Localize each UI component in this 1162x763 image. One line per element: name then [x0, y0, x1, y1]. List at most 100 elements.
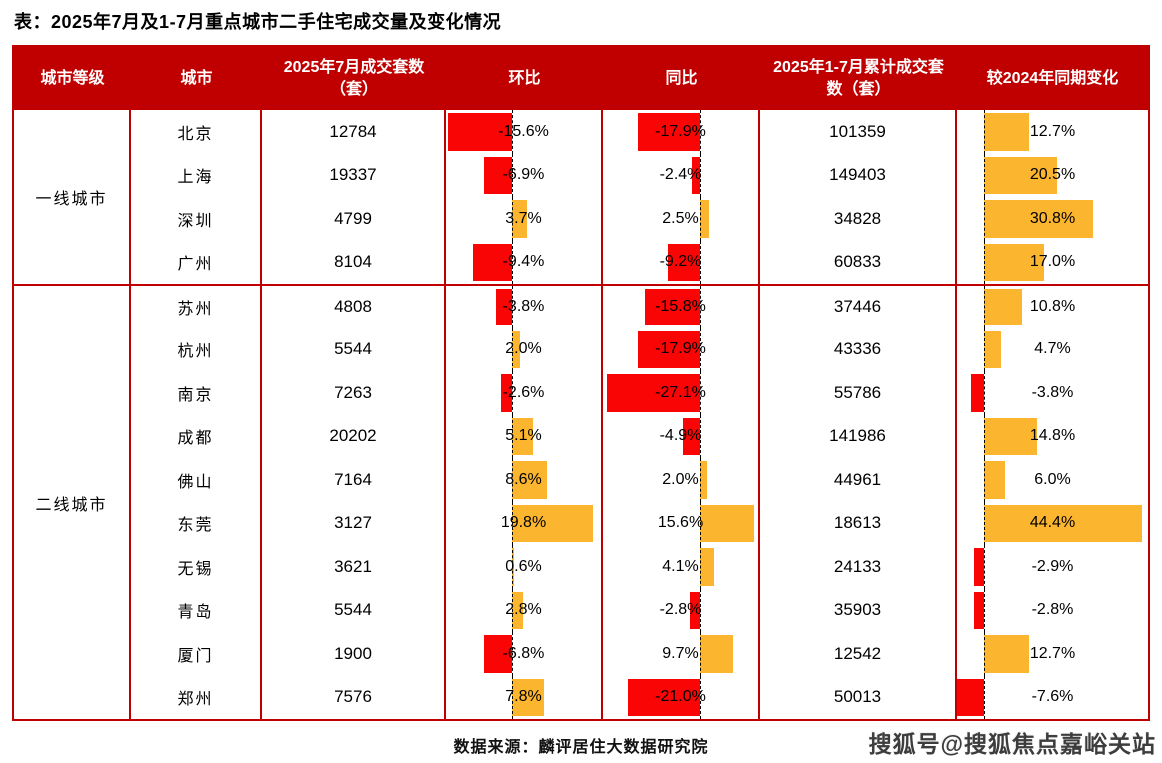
yoy-change-cell: -9.2% [603, 240, 760, 284]
city-cell: 青岛 [131, 588, 262, 632]
jul-sales-cell: 12784 [262, 110, 446, 154]
positive-bar [512, 200, 528, 238]
zero-axis-line [700, 588, 701, 632]
mom-change-cell: -15.6% [446, 110, 603, 154]
housing-data-table: 城市等级 城市 2025年7月成交套数（套） 环比 同比 2025年1-7月累计… [12, 45, 1150, 721]
zero-axis-line [512, 545, 513, 589]
positive-bar [512, 461, 548, 499]
cum-sales-cell: 34828 [760, 197, 957, 241]
tier-cell-1: 一线城市 [14, 110, 131, 284]
page-title: 表：2025年7月及1-7月重点城市二手住宅成交量及变化情况 [14, 12, 502, 32]
vs-2024-cell-label: 12.7% [1029, 644, 1076, 662]
vs-2024-cell-label: 10.8% [1029, 297, 1076, 315]
vs-2024-cell: 44.4% [957, 501, 1148, 545]
zero-axis-line [984, 414, 985, 458]
mom-change-cell-label: 2.0% [505, 340, 542, 358]
negative-bar [448, 113, 512, 151]
zero-axis-line [700, 327, 701, 371]
zero-axis-line [984, 501, 985, 545]
watermark: 搜狐号@搜狐焦点嘉峪关站 [868, 731, 1156, 757]
yoy-change-cell-label: -15.8% [655, 297, 706, 315]
negative-bar [473, 243, 512, 281]
yoy-change-cell: -2.8% [603, 588, 760, 632]
positive-bar [984, 289, 1023, 325]
yoy-change-cell-label: 15.6% [657, 514, 704, 532]
vs-2024-cell-label: 6.0% [1034, 470, 1071, 488]
header-city: 城市 [180, 69, 213, 87]
zero-axis-line [512, 110, 513, 154]
zero-axis-line [512, 240, 513, 284]
vs-2024-cell: 14.8% [957, 414, 1148, 458]
yoy-change-cell: 4.1% [603, 545, 760, 589]
negative-bar [484, 635, 512, 673]
yoy-change-cell: -4.9% [603, 414, 760, 458]
positive-bar [512, 417, 533, 455]
zero-axis-line [512, 632, 513, 676]
zero-axis-line [984, 197, 985, 241]
zero-axis-line [512, 588, 513, 632]
header-mom-change: 环比 [508, 69, 541, 87]
mom-change-cell-label: 7.8% [505, 688, 542, 706]
yoy-change-cell: -17.9% [603, 327, 760, 371]
mom-change-cell: 19.8% [446, 501, 603, 545]
vs-2024-cell-label: -7.6% [1031, 688, 1074, 706]
zero-axis-line [984, 675, 985, 719]
vs-2024-cell: 12.7% [957, 632, 1148, 676]
cum-sales-cell: 60833 [760, 240, 957, 284]
cum-sales-cell: 50013 [760, 675, 957, 719]
cum-sales-cell: 35903 [760, 588, 957, 632]
mom-change-cell: -9.4% [446, 240, 603, 284]
positive-bar [984, 243, 1045, 281]
zero-axis-line [512, 501, 513, 545]
zero-axis-line [700, 675, 701, 719]
positive-bar [984, 156, 1057, 194]
jul-sales-cell: 8104 [262, 240, 446, 284]
mom-change-cell: -2.6% [446, 371, 603, 415]
yoy-change-cell: 2.5% [603, 197, 760, 241]
header-cum-sales: 2025年1-7月累计成交套数（套） [773, 58, 944, 98]
negative-bar [683, 417, 700, 455]
vs-2024-cell: 4.7% [957, 327, 1148, 371]
positive-bar [984, 635, 1030, 673]
zero-axis-line [700, 458, 701, 502]
yoy-change-cell-label: -9.2% [659, 253, 702, 271]
yoy-change-cell: 9.7% [603, 632, 760, 676]
positive-bar [700, 548, 715, 586]
cum-sales-cell: 18613 [760, 501, 957, 545]
positive-bar [512, 330, 521, 368]
positive-bar [984, 330, 1001, 368]
city-cell: 佛山 [131, 458, 262, 502]
positive-bar [700, 200, 709, 238]
vs-2024-cell-label: -2.9% [1031, 557, 1074, 575]
table-header-row: 城市等级 城市 2025年7月成交套数（套） 环比 同比 2025年1-7月累计… [14, 47, 1148, 110]
yoy-change-cell: -2.4% [603, 153, 760, 197]
yoy-change-cell-label: 4.1% [662, 557, 699, 575]
negative-bar [970, 374, 984, 412]
vs-2024-cell: -7.6% [957, 675, 1148, 719]
yoy-change-cell-label: 9.7% [662, 644, 699, 662]
mom-change-cell: -6.8% [446, 632, 603, 676]
yoy-change-cell-label: -4.9% [659, 427, 702, 445]
mom-change-cell: 3.7% [446, 197, 603, 241]
yoy-change-cell-label: -21.0% [655, 688, 706, 706]
vs-2024-cell-label: 30.8% [1029, 209, 1076, 227]
zero-axis-line [984, 327, 985, 371]
yoy-change-cell-label: 2.0% [662, 470, 699, 488]
mom-change-cell-label: -6.8% [502, 644, 545, 662]
positive-bar [984, 417, 1037, 455]
negative-bar [638, 113, 700, 151]
zero-axis-line [984, 153, 985, 197]
yoy-change-cell: -21.0% [603, 675, 760, 719]
city-cell: 东莞 [131, 501, 262, 545]
jul-sales-cell: 4808 [262, 284, 446, 328]
zero-axis-line [700, 545, 701, 589]
zero-axis-line [512, 414, 513, 458]
mom-change-cell-label: 3.7% [505, 209, 542, 227]
header-yoy-change: 同比 [665, 69, 698, 87]
yoy-change-cell: -15.8% [603, 284, 760, 328]
zero-axis-line [512, 458, 513, 502]
data-source: 数据来源：麟评居住大数据研究院 [453, 739, 709, 756]
vs-2024-cell: 17.0% [957, 240, 1148, 284]
jul-sales-cell: 1900 [262, 632, 446, 676]
jul-sales-cell: 3621 [262, 545, 446, 589]
